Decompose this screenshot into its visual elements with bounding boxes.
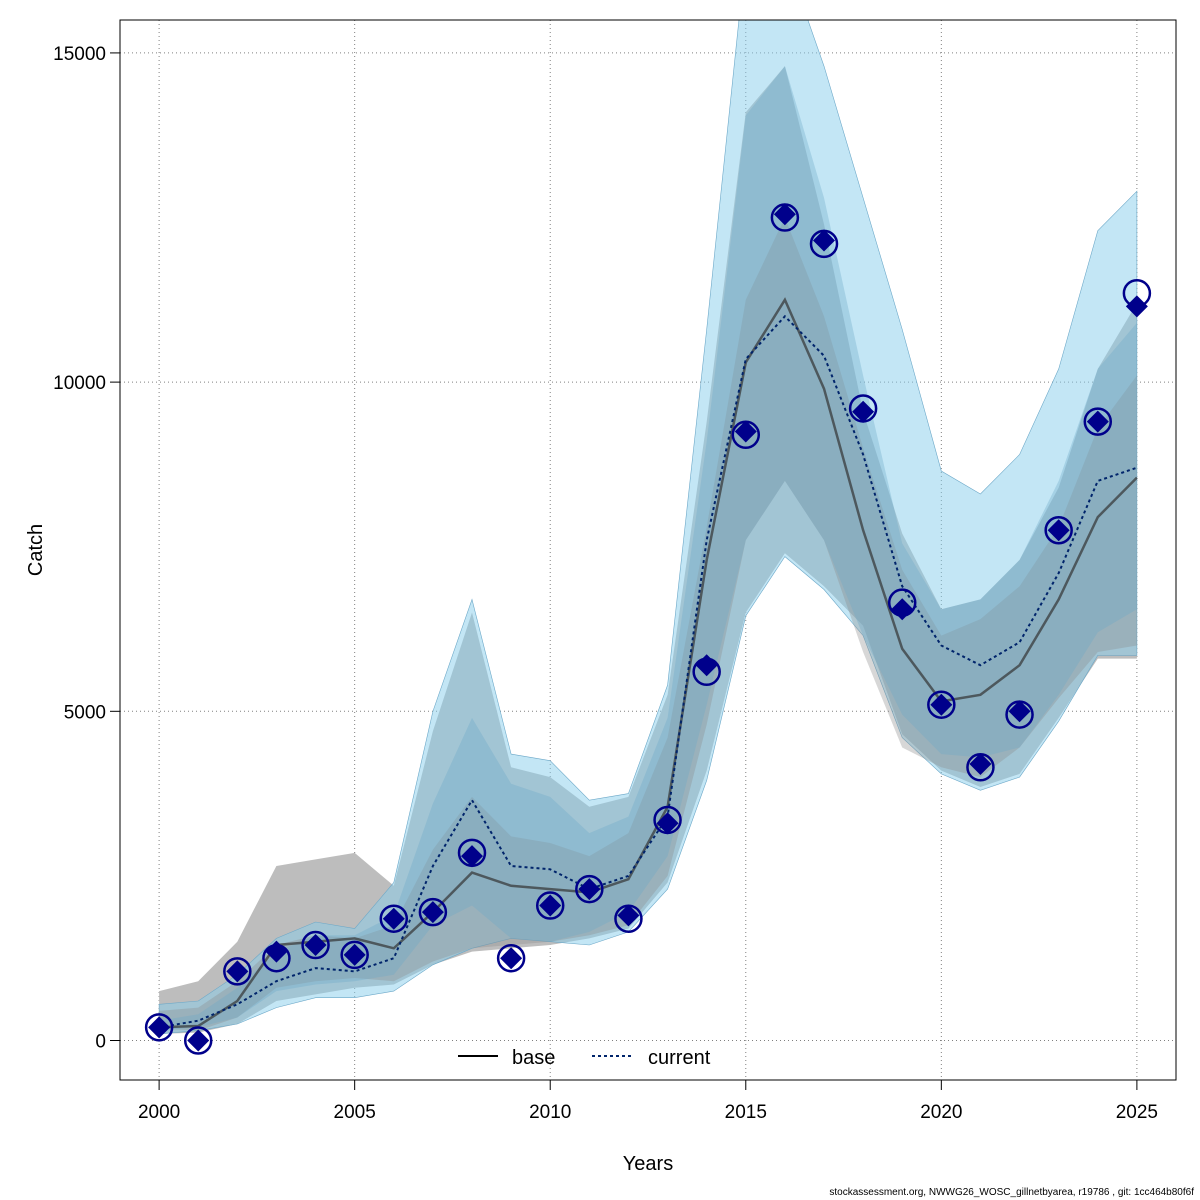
observation-diamond-2004 [304, 934, 327, 957]
observation-circle-2023 [1044, 515, 1073, 545]
observation-diamond-2019 [891, 598, 914, 621]
observation-diamond-2013 [656, 812, 679, 835]
observation-circle-2024 [1083, 407, 1113, 436]
observation-circle-2020 [927, 690, 956, 719]
observation-diamond-2011 [578, 878, 601, 901]
legend: base current [458, 1047, 711, 1069]
y-axis-title: Catch [25, 524, 47, 576]
y-tick-label-0: 0 [95, 1031, 106, 1052]
current-band-95 [158, 20, 1138, 1035]
y-tick-label-10000: 10000 [53, 373, 106, 394]
observation-circle-2005 [340, 940, 369, 970]
observation-circle-2009 [496, 943, 526, 973]
observation-diamond-2023 [1047, 519, 1070, 542]
observation-diamond-2006 [382, 907, 405, 930]
legend-base-label: base [512, 1047, 555, 1069]
x-tick-label-2005: 2005 [334, 1102, 376, 1123]
observation-points [144, 203, 1152, 1055]
observation-diamond-2018 [852, 400, 875, 423]
x-tick-label-2000: 2000 [138, 1102, 180, 1123]
observation-diamond-2016 [773, 203, 796, 226]
axes: 2000 2005 2010 2015 2020 2025 0 5000 10000 15000 [53, 44, 1158, 1123]
x-tick-label-2025: 2025 [1116, 1102, 1158, 1123]
footer-credit: stockassessment.org, NWWG26_WOSC_gillnet… [829, 1187, 1194, 1198]
observation-diamond-2020 [930, 693, 953, 716]
observation-diamond-2008 [461, 845, 483, 868]
observation-circle-2007 [418, 897, 448, 927]
x-tick-label-2020: 2020 [920, 1102, 962, 1123]
observation-diamond-2009 [500, 947, 523, 970]
observation-diamond-2022 [1008, 700, 1031, 723]
x-tick-label-2015: 2015 [725, 1102, 767, 1123]
observation-diamond-2010 [539, 894, 562, 917]
observation-diamond-2017 [813, 229, 835, 252]
confidence-bands [158, 20, 1138, 1035]
observation-diamond-2014 [695, 654, 718, 677]
observation-diamond-2003 [265, 940, 288, 963]
observation-diamond-2025 [1125, 295, 1148, 318]
observation-circle-2002 [223, 957, 252, 986]
observation-diamond-2024 [1086, 410, 1109, 433]
observation-diamond-2000 [148, 1016, 171, 1039]
y-tick-label-5000: 5000 [64, 702, 106, 723]
observation-circle-2011 [575, 874, 604, 904]
observation-circle-2001 [183, 1026, 213, 1055]
current-line [158, 314, 1138, 1029]
observation-diamond-2015 [734, 420, 757, 443]
observation-circle-2004 [301, 930, 330, 960]
base-band-50 [159, 217, 1137, 1031]
observation-diamond-2001 [187, 1029, 210, 1052]
legend-current-label: current [648, 1047, 711, 1069]
observation-diamond-2021 [969, 752, 992, 775]
observation-circle-2010 [535, 891, 565, 920]
observation-circle-2006 [379, 904, 409, 933]
y-tick-label-15000: 15000 [53, 44, 106, 65]
observation-circle-2000 [144, 1013, 174, 1042]
observation-diamond-2002 [226, 960, 249, 983]
x-tick-label-2010: 2010 [529, 1102, 571, 1123]
current-band-50 [159, 66, 1137, 1031]
observation-diamond-2012 [617, 904, 640, 927]
observation-diamond-2005 [343, 943, 366, 966]
x-axis-title: Years [623, 1153, 673, 1175]
observation-diamond-2007 [421, 901, 444, 924]
